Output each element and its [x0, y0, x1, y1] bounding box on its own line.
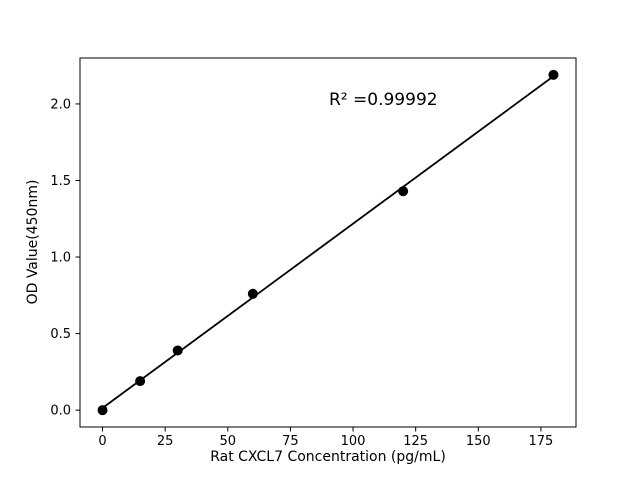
r-squared-annotation: R² =0.99992	[329, 90, 438, 110]
x-tick-label: 175	[529, 434, 554, 449]
y-tick-label: 0.0	[50, 404, 71, 419]
y-axis-label: OD Value(450nm)	[25, 179, 41, 305]
data-point	[247, 288, 258, 299]
x-axis-label: Rat CXCL7 Concentration (pg/mL)	[210, 449, 446, 465]
plot-spines	[79, 57, 577, 428]
y-tick-label: 2.0	[50, 97, 71, 112]
x-tick-label: 125	[403, 434, 428, 449]
data-point	[97, 405, 108, 416]
fit-line	[102, 75, 554, 409]
x-tick-label: 100	[341, 434, 366, 449]
data-point	[135, 376, 146, 387]
x-tick-label: 150	[466, 434, 491, 449]
y-tick-label: 0.5	[50, 327, 71, 342]
data-point	[172, 345, 183, 356]
data-point	[398, 186, 409, 197]
y-tick-label: 1.5	[50, 174, 71, 189]
data-point	[548, 69, 559, 80]
y-tick-label: 1.0	[50, 251, 71, 266]
x-tick-label: 25	[157, 434, 174, 449]
x-tick-label: 75	[282, 434, 299, 449]
x-tick-label: 0	[98, 434, 106, 449]
x-tick-label: 50	[220, 434, 237, 449]
